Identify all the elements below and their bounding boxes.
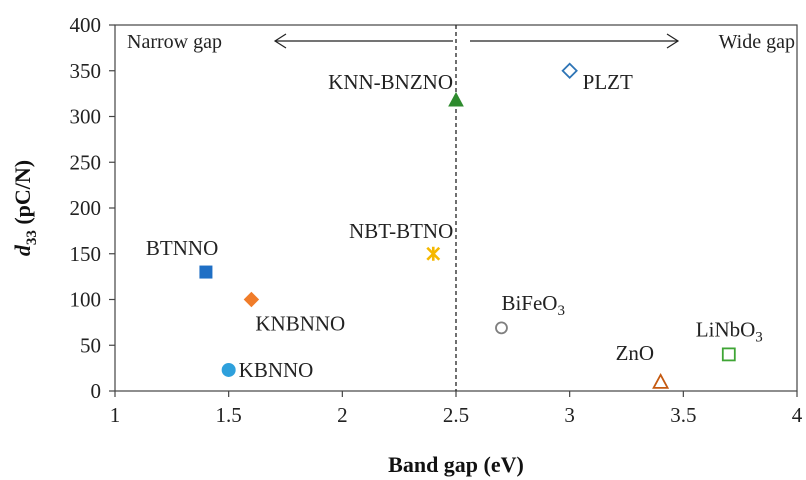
point-plzt-label: PLZT <box>583 70 633 94</box>
y-tick-label: 400 <box>70 13 102 37</box>
y-tick-label: 150 <box>70 242 102 266</box>
y-axis-title-subscript: 33 <box>24 230 40 245</box>
point-knn-bnzno-label: KNN-BNZNO <box>328 70 453 94</box>
y-tick-label: 350 <box>70 59 102 83</box>
point-knbnno-label-text: KNBNNO <box>255 312 345 336</box>
point-linbo3 <box>721 347 736 362</box>
point-zno-label: ZnO <box>616 341 655 365</box>
point-kbnno-label: KBNNO <box>239 358 314 382</box>
y-axis-title: d33 (pC/N) <box>10 160 40 256</box>
point-btnno <box>199 265 213 279</box>
point-kbnno <box>221 362 236 377</box>
point-bifeo3-label-text: BiFeO <box>501 291 557 315</box>
wide-gap-arrowhead <box>666 33 680 49</box>
point-nbt-btno-label-text: NBT-BTNO <box>349 219 453 243</box>
x-axis-title: Band gap (eV) <box>388 452 524 477</box>
point-zno <box>652 372 670 389</box>
point-plzt <box>561 62 578 80</box>
point-linbo3-label-subscript: 3 <box>755 329 763 345</box>
x-tick-label: 2 <box>337 403 348 427</box>
y-tick-label: 200 <box>70 196 102 220</box>
point-bifeo3-label: BiFeO3 <box>501 291 565 319</box>
x-tick-label: 2.5 <box>443 403 469 427</box>
point-btnno-label: BTNNO <box>146 236 218 260</box>
x-tick-label: 4 <box>792 403 803 427</box>
point-linbo3-label: LiNbO3 <box>696 317 763 345</box>
y-tick-label: 50 <box>80 333 101 357</box>
narrow-gap-label: Narrow gap <box>127 31 222 53</box>
point-linbo3-label-text: LiNbO <box>696 317 756 341</box>
point-bifeo3 <box>495 321 508 335</box>
x-tick-label: 1 <box>110 403 121 427</box>
y-axis-title-symbol: d <box>10 244 35 256</box>
point-knbnno <box>243 291 260 308</box>
data-points <box>199 62 736 389</box>
divider-group: Narrow gap Wide gap <box>127 25 795 391</box>
y-tick-label: 250 <box>70 150 102 174</box>
point-nbt-btno <box>426 246 441 261</box>
x-tick-label: 1.5 <box>216 403 242 427</box>
point-bifeo3-label-subscript: 3 <box>557 303 565 319</box>
point-kbnno-label-text: KBNNO <box>239 358 314 382</box>
y-axis-title-unit: (pC/N) <box>10 160 35 230</box>
wide-gap-label: Wide gap <box>719 31 795 53</box>
y-tick-label: 100 <box>70 288 102 312</box>
x-tick-label: 3.5 <box>670 403 696 427</box>
x-tick-label: 3 <box>564 403 575 427</box>
point-zno-label-text: ZnO <box>616 341 655 365</box>
point-knbnno-label: KNBNNO <box>255 312 345 336</box>
y-tick-label: 0 <box>91 379 102 403</box>
point-nbt-btno-label: NBT-BTNO <box>349 219 453 243</box>
point-labels: BTNNO KNBNNO KBNNO NBT-BTNO KNN-BNZNO PLZT BiF… <box>146 70 763 382</box>
point-knn-bnzno-label-text: KNN-BNZNO <box>328 70 453 94</box>
point-btnno-label-text: BTNNO <box>146 236 218 260</box>
y-tick-label: 300 <box>70 105 102 129</box>
point-plzt-label-text: PLZT <box>583 70 633 94</box>
narrow-gap-arrowhead <box>273 33 287 49</box>
point-knn-bnzno <box>448 91 464 107</box>
axes: 1 1.5 2 2.5 3 3.5 4 0 50 100 150 200 250 300 350 400 <box>70 13 803 427</box>
